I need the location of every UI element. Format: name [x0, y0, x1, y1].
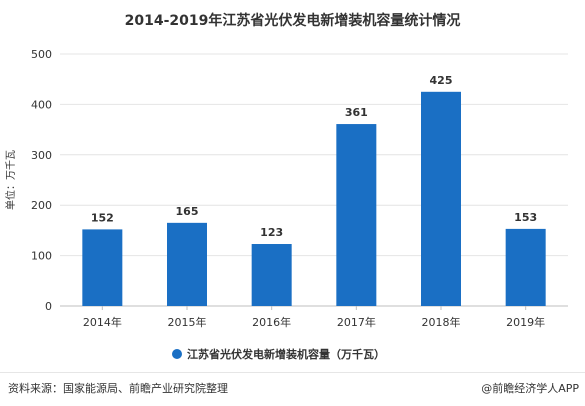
- legend-marker: [172, 349, 182, 359]
- y-tick-label: 500: [31, 48, 52, 61]
- data-label: 425: [430, 74, 453, 87]
- bar: [82, 229, 123, 306]
- data-labels: 152 165 123 361 425 153: [91, 74, 537, 239]
- brand-credit: @前瞻经济学人APP: [481, 382, 579, 395]
- y-tick-label: 0: [45, 300, 52, 313]
- bar: [167, 222, 207, 306]
- bar: [251, 244, 292, 306]
- bars: [82, 91, 546, 306]
- x-tick-label: 2018年: [422, 315, 461, 329]
- x-tick-label: 2019年: [506, 315, 545, 329]
- x-tick-label: 2014年: [83, 315, 122, 329]
- legend: 江苏省光伏发电新增装机容量（万千瓦）: [172, 347, 385, 361]
- x-tick-label: 2016年: [252, 315, 291, 329]
- data-label: 165: [176, 205, 199, 218]
- x-tick-labels: 2014年 2015年 2016年 2017年 2018年 2019年: [83, 306, 545, 329]
- y-tick-label: 400: [31, 98, 52, 111]
- y-tick-label: 100: [31, 250, 52, 263]
- source-note: 资料来源：国家能源局、前瞻产业研究院整理: [8, 382, 228, 395]
- x-tick-label: 2017年: [337, 315, 376, 329]
- y-tick-label: 200: [31, 199, 52, 212]
- data-label: 361: [345, 106, 368, 119]
- bar: [505, 228, 546, 306]
- x-tick-label: 2015年: [168, 315, 207, 329]
- y-tick-label: 300: [31, 149, 52, 162]
- data-label: 152: [91, 211, 114, 224]
- data-label: 153: [514, 211, 537, 224]
- chart-title: 2014-2019年江苏省光伏发电新增装机容量统计情况: [124, 13, 461, 29]
- data-label: 123: [260, 226, 283, 239]
- bar: [336, 124, 377, 306]
- y-tick-labels: 0 100 200 300 400 500: [31, 48, 52, 313]
- y-axis-title: 单位：万千瓦: [4, 150, 17, 210]
- legend-label: 江苏省光伏发电新增装机容量（万千瓦）: [187, 347, 385, 361]
- gridlines: [60, 53, 568, 257]
- footer-divider: [0, 372, 585, 373]
- bar: [421, 91, 461, 306]
